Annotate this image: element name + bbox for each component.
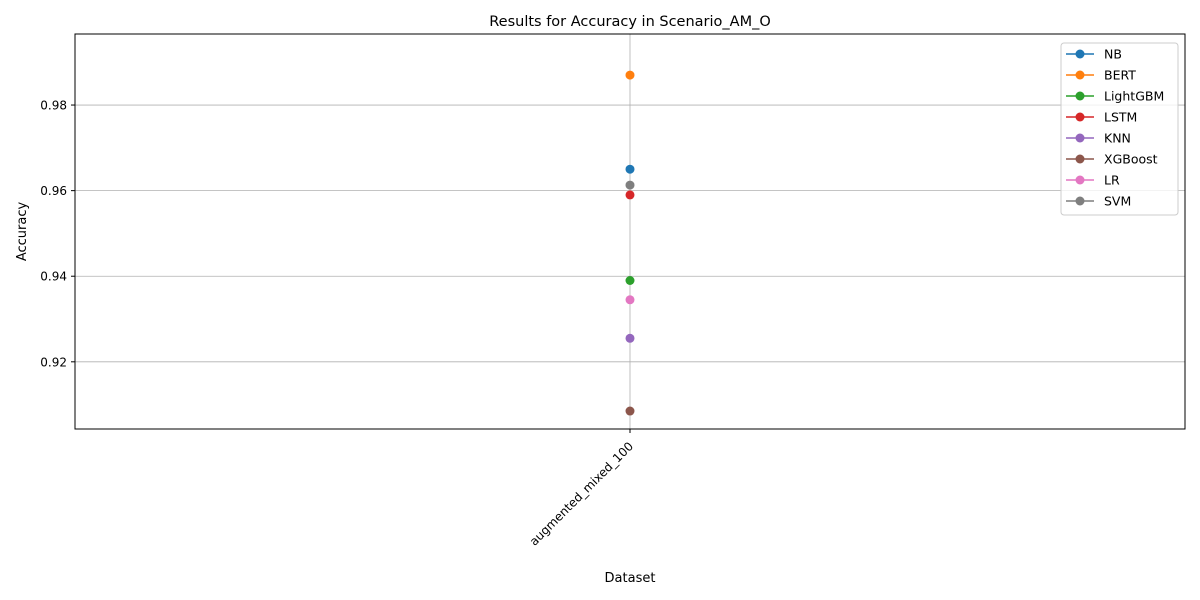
legend-box bbox=[1060, 42, 1179, 216]
legend-marker-lr bbox=[1075, 175, 1085, 185]
legend-marker-xgboost bbox=[1075, 154, 1085, 164]
data-point-xgboost[interactable] bbox=[625, 406, 635, 416]
legend-label-knn: KNN bbox=[1104, 131, 1131, 146]
legend-label-lstm: LSTM bbox=[1104, 110, 1137, 125]
legend-label-xgboost: XGBoost bbox=[1104, 152, 1158, 167]
legend-marker-lightgbm bbox=[1075, 91, 1085, 101]
series-layer bbox=[625, 70, 635, 416]
data-point-lstm[interactable] bbox=[625, 190, 635, 200]
data-point-svm[interactable] bbox=[625, 180, 635, 190]
legend-label-svm: SVM bbox=[1104, 194, 1131, 209]
legend-label-lightgbm: LightGBM bbox=[1104, 89, 1164, 104]
legend-marker-svm bbox=[1075, 196, 1085, 206]
y-tick-label: 0.94 bbox=[40, 270, 67, 284]
y-axis-label: Accuracy bbox=[15, 202, 30, 262]
legend-label-bert: BERT bbox=[1104, 68, 1136, 83]
legend-marker-lstm bbox=[1075, 112, 1085, 122]
legend-label-lr: LR bbox=[1104, 173, 1120, 188]
data-point-nb[interactable] bbox=[625, 164, 635, 174]
y-tick-label: 0.96 bbox=[40, 184, 67, 198]
legend-label-nb: NB bbox=[1104, 47, 1122, 62]
y-tick-label: 0.92 bbox=[40, 355, 67, 369]
data-point-lightgbm[interactable] bbox=[625, 276, 635, 286]
data-point-bert[interactable] bbox=[625, 70, 635, 80]
legend-marker-knn bbox=[1075, 133, 1085, 143]
legend-marker-nb bbox=[1075, 49, 1085, 59]
x-axis-label: Dataset bbox=[605, 571, 656, 586]
data-point-knn[interactable] bbox=[625, 333, 635, 343]
legend-marker-bert bbox=[1075, 70, 1085, 80]
data-point-lr[interactable] bbox=[625, 295, 635, 305]
y-tick-label: 0.98 bbox=[40, 99, 67, 113]
legend[interactable]: NB BERT LightGBM LSTM KNN XGBoost LR SVM bbox=[1060, 42, 1179, 216]
chart-title: Results for Accuracy in Scenario_AM_O bbox=[489, 14, 771, 30]
